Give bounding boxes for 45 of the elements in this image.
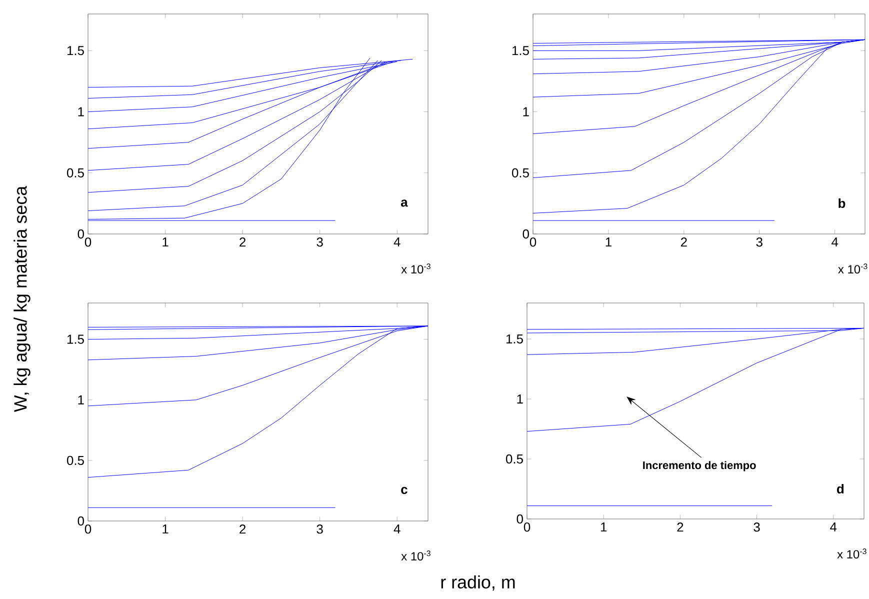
x-tick-label: 3 [316, 238, 323, 247]
x-tick-label: 1 [600, 522, 607, 532]
x-tick-label: 2 [240, 524, 246, 534]
x-tick-label: 2 [680, 238, 687, 247]
annotation: b [838, 198, 846, 208]
y-tick-label: 1 [78, 395, 84, 404]
y-tick-label: 1 [517, 394, 523, 404]
x-tick-label: 4 [394, 524, 400, 534]
text: x 10$^{-3}$ [837, 548, 866, 559]
x-tick-label: 4 [832, 238, 838, 246]
y-tick-label: 0.5 [506, 454, 523, 464]
text: x 10$^{-3}$ [401, 550, 430, 561]
y-tick-label: 0 [522, 229, 529, 239]
x-tick-label: 2 [240, 238, 246, 247]
y-tick-label: 0.5 [66, 456, 84, 466]
y-tick-label: 0.5 [512, 168, 529, 178]
annotation: d [836, 484, 844, 494]
text: x 10$^{-3}$ [401, 264, 430, 274]
annotation: a [400, 200, 408, 207]
y-tick-label: 1.5 [506, 334, 523, 344]
annotation: Incremento de tiempo [643, 461, 756, 472]
x-tick-label: 0 [84, 238, 92, 247]
y-tick-label: 1.5 [67, 46, 84, 56]
x-tick-label: 1 [162, 524, 168, 534]
x-tick-label: 0 [530, 238, 536, 247]
x-tick-label: 0 [84, 524, 92, 534]
x-tick-label: 3 [756, 238, 762, 247]
y-tick-label: 0 [78, 229, 84, 239]
x-tick-label: 1 [162, 238, 168, 246]
x-tick-label: 3 [316, 524, 323, 534]
x-tick-label: 2 [677, 522, 684, 532]
y-tick-label: 0 [516, 514, 523, 524]
text: x 10$^{-3}$ [838, 264, 868, 274]
y-tick-label: 1.5 [67, 334, 84, 344]
x-tick-label: 3 [754, 522, 760, 532]
x-tick-label: 1 [606, 238, 612, 246]
y-tick-label: 1 [523, 107, 529, 116]
y-tick-label: 1 [78, 107, 84, 116]
x-axis-title: r radio, m [441, 575, 515, 591]
x-tick-label: 4 [394, 238, 400, 246]
x-tick-label: 4 [830, 522, 837, 532]
y-tick-label: 1.5 [512, 46, 529, 56]
y-tick-label: 0.5 [66, 168, 84, 178]
y-axis-title: W, kg agua/ kg materia seca [14, 186, 30, 412]
annotation: c [401, 486, 408, 494]
